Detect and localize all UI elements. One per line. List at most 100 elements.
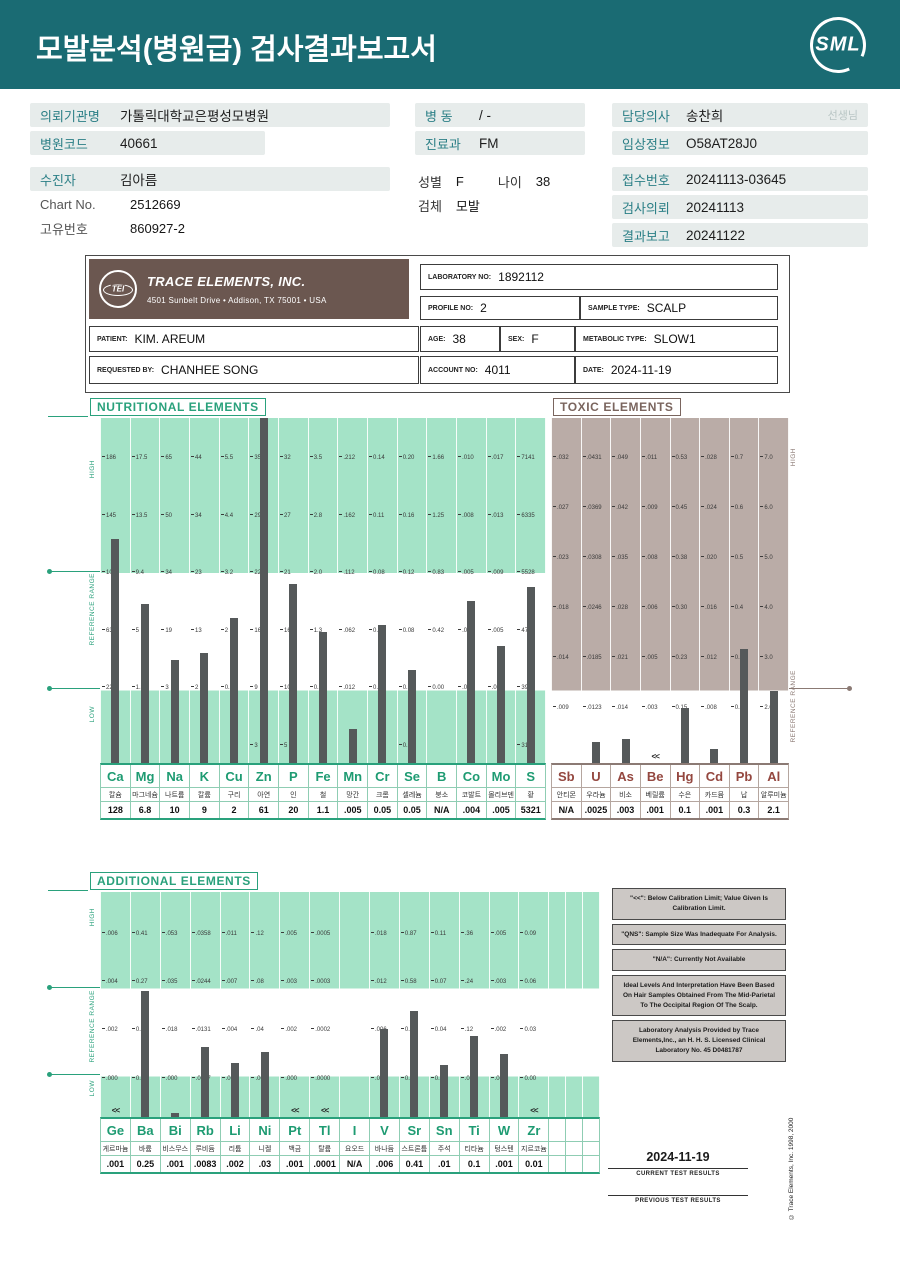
tick-label: 35 bbox=[250, 455, 261, 461]
tick-label: .009 bbox=[553, 705, 569, 711]
tick-label: 5.0 bbox=[760, 555, 772, 561]
chart-column-blank bbox=[583, 892, 601, 1117]
element-measured-value: 0.05 bbox=[368, 802, 398, 818]
tick-label: 6.0 bbox=[760, 505, 772, 511]
element-measured-value: 20 bbox=[279, 802, 309, 818]
tick-label: .0000 bbox=[311, 1076, 330, 1082]
chart-column-Bi: .053 .035 .018 .000 bbox=[161, 892, 191, 1117]
tick-label: .012 bbox=[371, 979, 387, 985]
field-value: O58AT28J0 bbox=[686, 135, 758, 151]
tick-label: 4.0 bbox=[760, 605, 772, 611]
field-lab-age: AGE: 38 bbox=[420, 326, 500, 352]
tei-company-name: TRACE ELEMENTS, INC. bbox=[147, 273, 306, 289]
element-korean-name: 주석 bbox=[430, 1142, 460, 1155]
tick-label: .36 bbox=[461, 931, 473, 937]
chart-column-S: 714163355528472239153109 bbox=[516, 418, 547, 763]
field-label: 임상정보 bbox=[622, 136, 670, 152]
chart-column-Na: 65 50 34 19 3 bbox=[160, 418, 191, 763]
chart-column-Pb: 0.7 0.6 0.5 0.4 0.3 0.2 bbox=[730, 418, 760, 763]
bar-Rb bbox=[201, 1047, 210, 1117]
field-label: 의뢰기관명 bbox=[40, 108, 100, 124]
field-value: 20241113 bbox=[686, 199, 745, 215]
tick-label: .020 bbox=[701, 555, 717, 561]
element-korean-name: 비소 bbox=[611, 788, 641, 801]
element-measured-value: 2.1 bbox=[767, 805, 780, 815]
field-profile-no: PROFILE NO: 2 bbox=[420, 296, 580, 320]
element-measured-value: 128 bbox=[101, 802, 131, 818]
note-below-calibration: "<<": Below Calibration Limit; Value Giv… bbox=[612, 888, 786, 920]
tick-label: .000 bbox=[162, 1076, 178, 1082]
tick-label: .000 bbox=[102, 1076, 118, 1082]
tick-label: 0.5 bbox=[731, 555, 743, 561]
chart-column-Hg: 0.530.450.380.300.230.15 bbox=[671, 418, 701, 763]
tick-label: 22 bbox=[102, 685, 113, 691]
chart-column-W: .005.003.002.000 bbox=[490, 892, 520, 1117]
element-measured-value: 0.01 bbox=[519, 1156, 550, 1172]
chart-column-Li: .011.007.004.000 bbox=[221, 892, 251, 1117]
tick-label: 13.5 bbox=[132, 513, 148, 519]
divider bbox=[608, 1168, 748, 1169]
bar-Ba bbox=[141, 991, 150, 1117]
field-value: 김아름 bbox=[120, 173, 158, 188]
axis-label-reference-range: REFERENCE RANGE bbox=[89, 573, 96, 646]
element-measured-value: .005 bbox=[487, 802, 517, 818]
element-measured-value: .0025 bbox=[582, 802, 612, 818]
axis-label-high: HIGH bbox=[790, 448, 797, 467]
tick-label: .003 bbox=[642, 705, 658, 711]
tick-label: 7.0 bbox=[760, 455, 772, 461]
tick-label: .049 bbox=[612, 455, 628, 461]
bar-Fe bbox=[319, 631, 328, 763]
element-symbol-row: Ca Mg Na K Cu Zn P Fe Mn Cr Se B Co Mo S bbox=[100, 763, 546, 787]
chart-column-Cu: 5.5 4.4 3.2 2 0.9 bbox=[220, 418, 250, 763]
tick-label: 0.2 bbox=[731, 705, 743, 711]
tick-label: .035 bbox=[162, 979, 178, 985]
bar-Co bbox=[467, 600, 476, 763]
tick-label: 0.42 bbox=[428, 628, 444, 634]
chart-column-Zn: 35 29 22 16 9 3 bbox=[249, 418, 280, 763]
chart-column-V: .018.012.006.000 bbox=[370, 892, 400, 1117]
axis-labels-right: HIGH REFERENCE RANGE bbox=[789, 418, 801, 763]
tick-label: .042 bbox=[612, 505, 628, 511]
field-unique-no: 고유번호 860927-2 bbox=[40, 217, 185, 239]
tick-label: 1.3 bbox=[132, 685, 144, 691]
element-korean-row: 게르마늄 바륨 비스무스 루비듐 리튬 니켈 백금 탈륨 요오드 바나듐 스트론튬 주석 티타늄 텅스텐 지… bbox=[100, 1141, 600, 1155]
bar-Bi bbox=[171, 1112, 180, 1117]
element-measured-value: 9 bbox=[190, 802, 220, 818]
chart-column-Be: .011 .009 .008 .006 .005 .003 << bbox=[641, 418, 671, 763]
chart-column-Cd: .028 .024 .020 .016 .012 .008 bbox=[700, 418, 730, 763]
bar-Se bbox=[408, 669, 417, 763]
tick-label: 0.00 bbox=[520, 1076, 536, 1082]
tick-label: 145 bbox=[102, 513, 116, 519]
tick-label: .0185 bbox=[583, 655, 602, 661]
tick-label: .012 bbox=[339, 685, 355, 691]
calibration-marker: << bbox=[291, 1106, 299, 1115]
element-korean-name: 납 bbox=[730, 788, 760, 801]
tick-label: 2.0 bbox=[310, 570, 322, 576]
element-measured-value: .001 bbox=[280, 1156, 311, 1172]
tick-label: .0003 bbox=[311, 979, 330, 985]
tick-label: .212 bbox=[339, 455, 355, 461]
tick-label: .12 bbox=[251, 931, 263, 937]
tick-label: .032 bbox=[553, 455, 569, 461]
tick-label: .0002 bbox=[311, 1027, 330, 1033]
element-symbol: P bbox=[279, 765, 309, 787]
tick-label: .004 bbox=[222, 1027, 238, 1033]
element-symbol: Rb bbox=[191, 1119, 221, 1141]
element-korean-name: 붕소 bbox=[427, 788, 458, 801]
element-measured-value: N/A bbox=[552, 802, 582, 818]
tick-label: 1.25 bbox=[428, 513, 444, 519]
element-symbol: As bbox=[611, 765, 641, 787]
chart-column-Sr: 0.870.580.300.00 bbox=[400, 892, 430, 1117]
decor-line bbox=[48, 416, 88, 417]
element-measured-value: 0.1 bbox=[671, 802, 701, 818]
tick-label: .012 bbox=[701, 655, 717, 661]
element-symbol: Co bbox=[457, 765, 487, 787]
chart-column-Co: .010.008.005.003.000 bbox=[457, 418, 487, 763]
tick-label: .010 bbox=[458, 455, 474, 461]
element-korean-name: 마그네슘 bbox=[131, 788, 161, 801]
chart-column-Zr: 0.09 0.06 0.03 0.00 << bbox=[519, 892, 550, 1117]
toxic-chart-title: TOXIC ELEMENTS bbox=[553, 398, 681, 416]
element-korean-name: 칼슘 bbox=[101, 788, 131, 801]
tick-label: 0.45 bbox=[672, 505, 688, 511]
bar-As bbox=[621, 738, 630, 763]
